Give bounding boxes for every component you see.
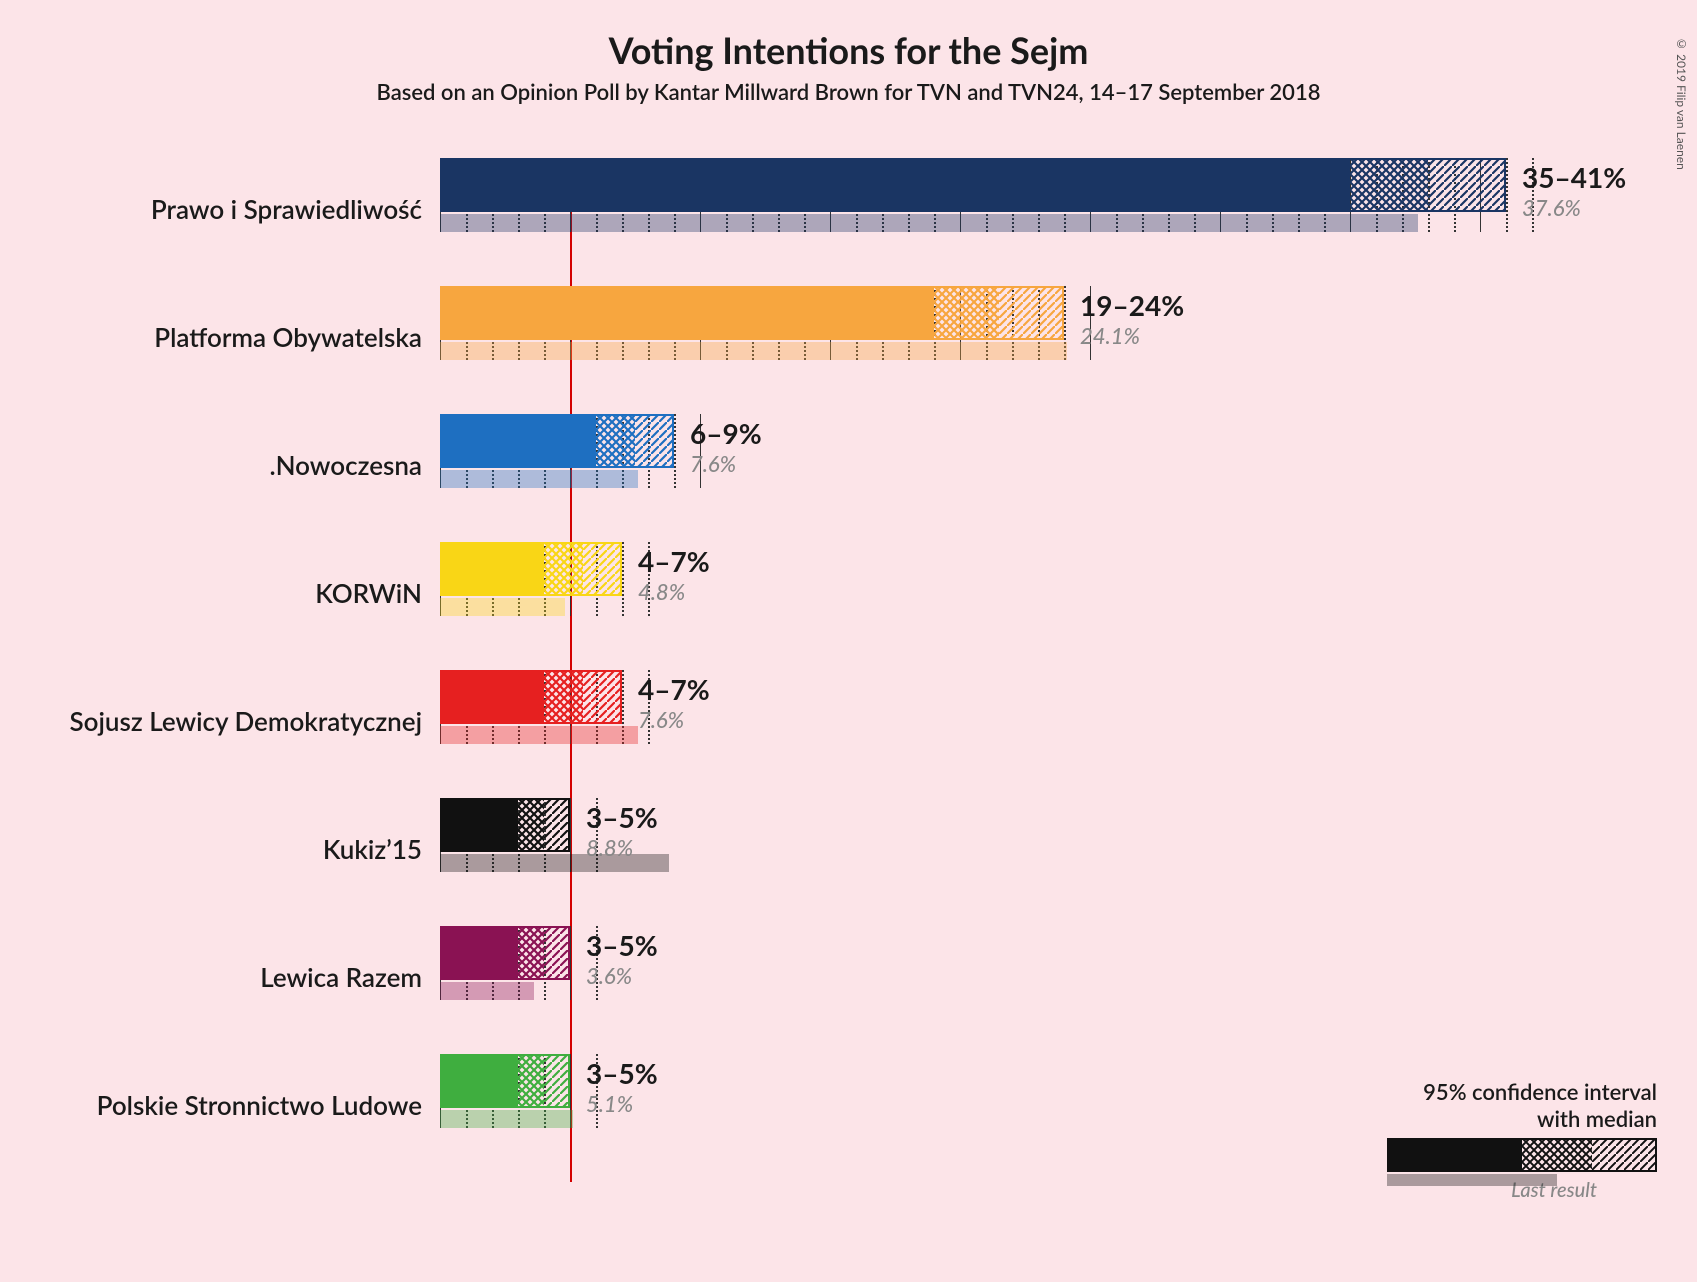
legend: 95% confidence interval with median Last… [1387, 1078, 1657, 1202]
party-label: Kukiz’15 [323, 833, 440, 865]
last-result-bar [440, 726, 638, 744]
party-label: Sojusz Lewicy Demokratycznej [70, 705, 440, 737]
range-label: 3–5% [586, 928, 658, 962]
bar-outline [440, 542, 622, 596]
last-result-label: 7.6% [638, 706, 684, 733]
last-result-label: 37.6% [1522, 194, 1581, 221]
party-row: Prawo i Sprawiedliwość35–41%37.6% [440, 158, 1630, 286]
last-result-label: 8.8% [586, 834, 633, 861]
chart-area: Prawo i Sprawiedliwość35–41%37.6%Platfor… [440, 158, 1630, 1228]
party-label: Polskie Stronnictwo Ludowe [97, 1089, 440, 1121]
last-result-label: 7.6% [690, 450, 736, 477]
bar-outline [440, 286, 1064, 340]
range-label: 6–9% [690, 416, 762, 450]
last-result-bar [440, 982, 534, 1000]
chart-title: Voting Intentions for the Sejm [0, 28, 1697, 72]
last-result-bar [440, 1110, 573, 1128]
party-label: Prawo i Sprawiedliwość [151, 193, 440, 225]
range-label: 35–41% [1522, 160, 1626, 194]
party-label: KORWiN [315, 577, 440, 609]
last-result-bar [440, 854, 669, 872]
party-row: Sojusz Lewicy Demokratycznej4–7%7.6% [440, 670, 1630, 798]
bar-outline [440, 670, 622, 724]
last-result-bar [440, 342, 1067, 360]
last-result-label: 24.1% [1080, 322, 1140, 349]
party-row: Platforma Obywatelska19–24%24.1% [440, 286, 1630, 414]
legend-line1: 95% confidence interval [1387, 1078, 1657, 1105]
range-label: 4–7% [638, 544, 710, 578]
copyright: © 2019 Filip van Laenen [1674, 36, 1689, 170]
party-label: .Nowoczesna [269, 449, 440, 481]
range-label: 19–24% [1080, 288, 1184, 322]
last-result-label: 5.1% [586, 1090, 633, 1117]
bar-outline [440, 798, 570, 852]
party-row: Lewica Razem3–5%3.6% [440, 926, 1630, 1054]
party-row: Kukiz’153–5%8.8% [440, 798, 1630, 926]
chart-subtitle: Based on an Opinion Poll by Kantar Millw… [0, 78, 1697, 105]
range-label: 4–7% [638, 672, 710, 706]
range-label: 3–5% [586, 800, 658, 834]
legend-line2: with median [1387, 1105, 1657, 1132]
bar-outline [440, 158, 1506, 212]
last-result-label: 3.6% [586, 962, 632, 989]
party-label: Platforma Obywatelska [154, 321, 440, 353]
party-row: KORWiN4–7%4.8% [440, 542, 1630, 670]
bar-outline [440, 1054, 570, 1108]
bar-outline [440, 414, 674, 468]
last-result-label: 4.8% [638, 578, 685, 605]
last-result-bar [440, 214, 1418, 232]
bar-outline [440, 926, 570, 980]
legend-bar [1387, 1138, 1657, 1172]
last-result-bar [440, 598, 565, 616]
last-result-bar [440, 470, 638, 488]
party-label: Lewica Razem [260, 961, 440, 993]
party-row: .Nowoczesna6–9%7.6% [440, 414, 1630, 542]
range-label: 3–5% [586, 1056, 658, 1090]
